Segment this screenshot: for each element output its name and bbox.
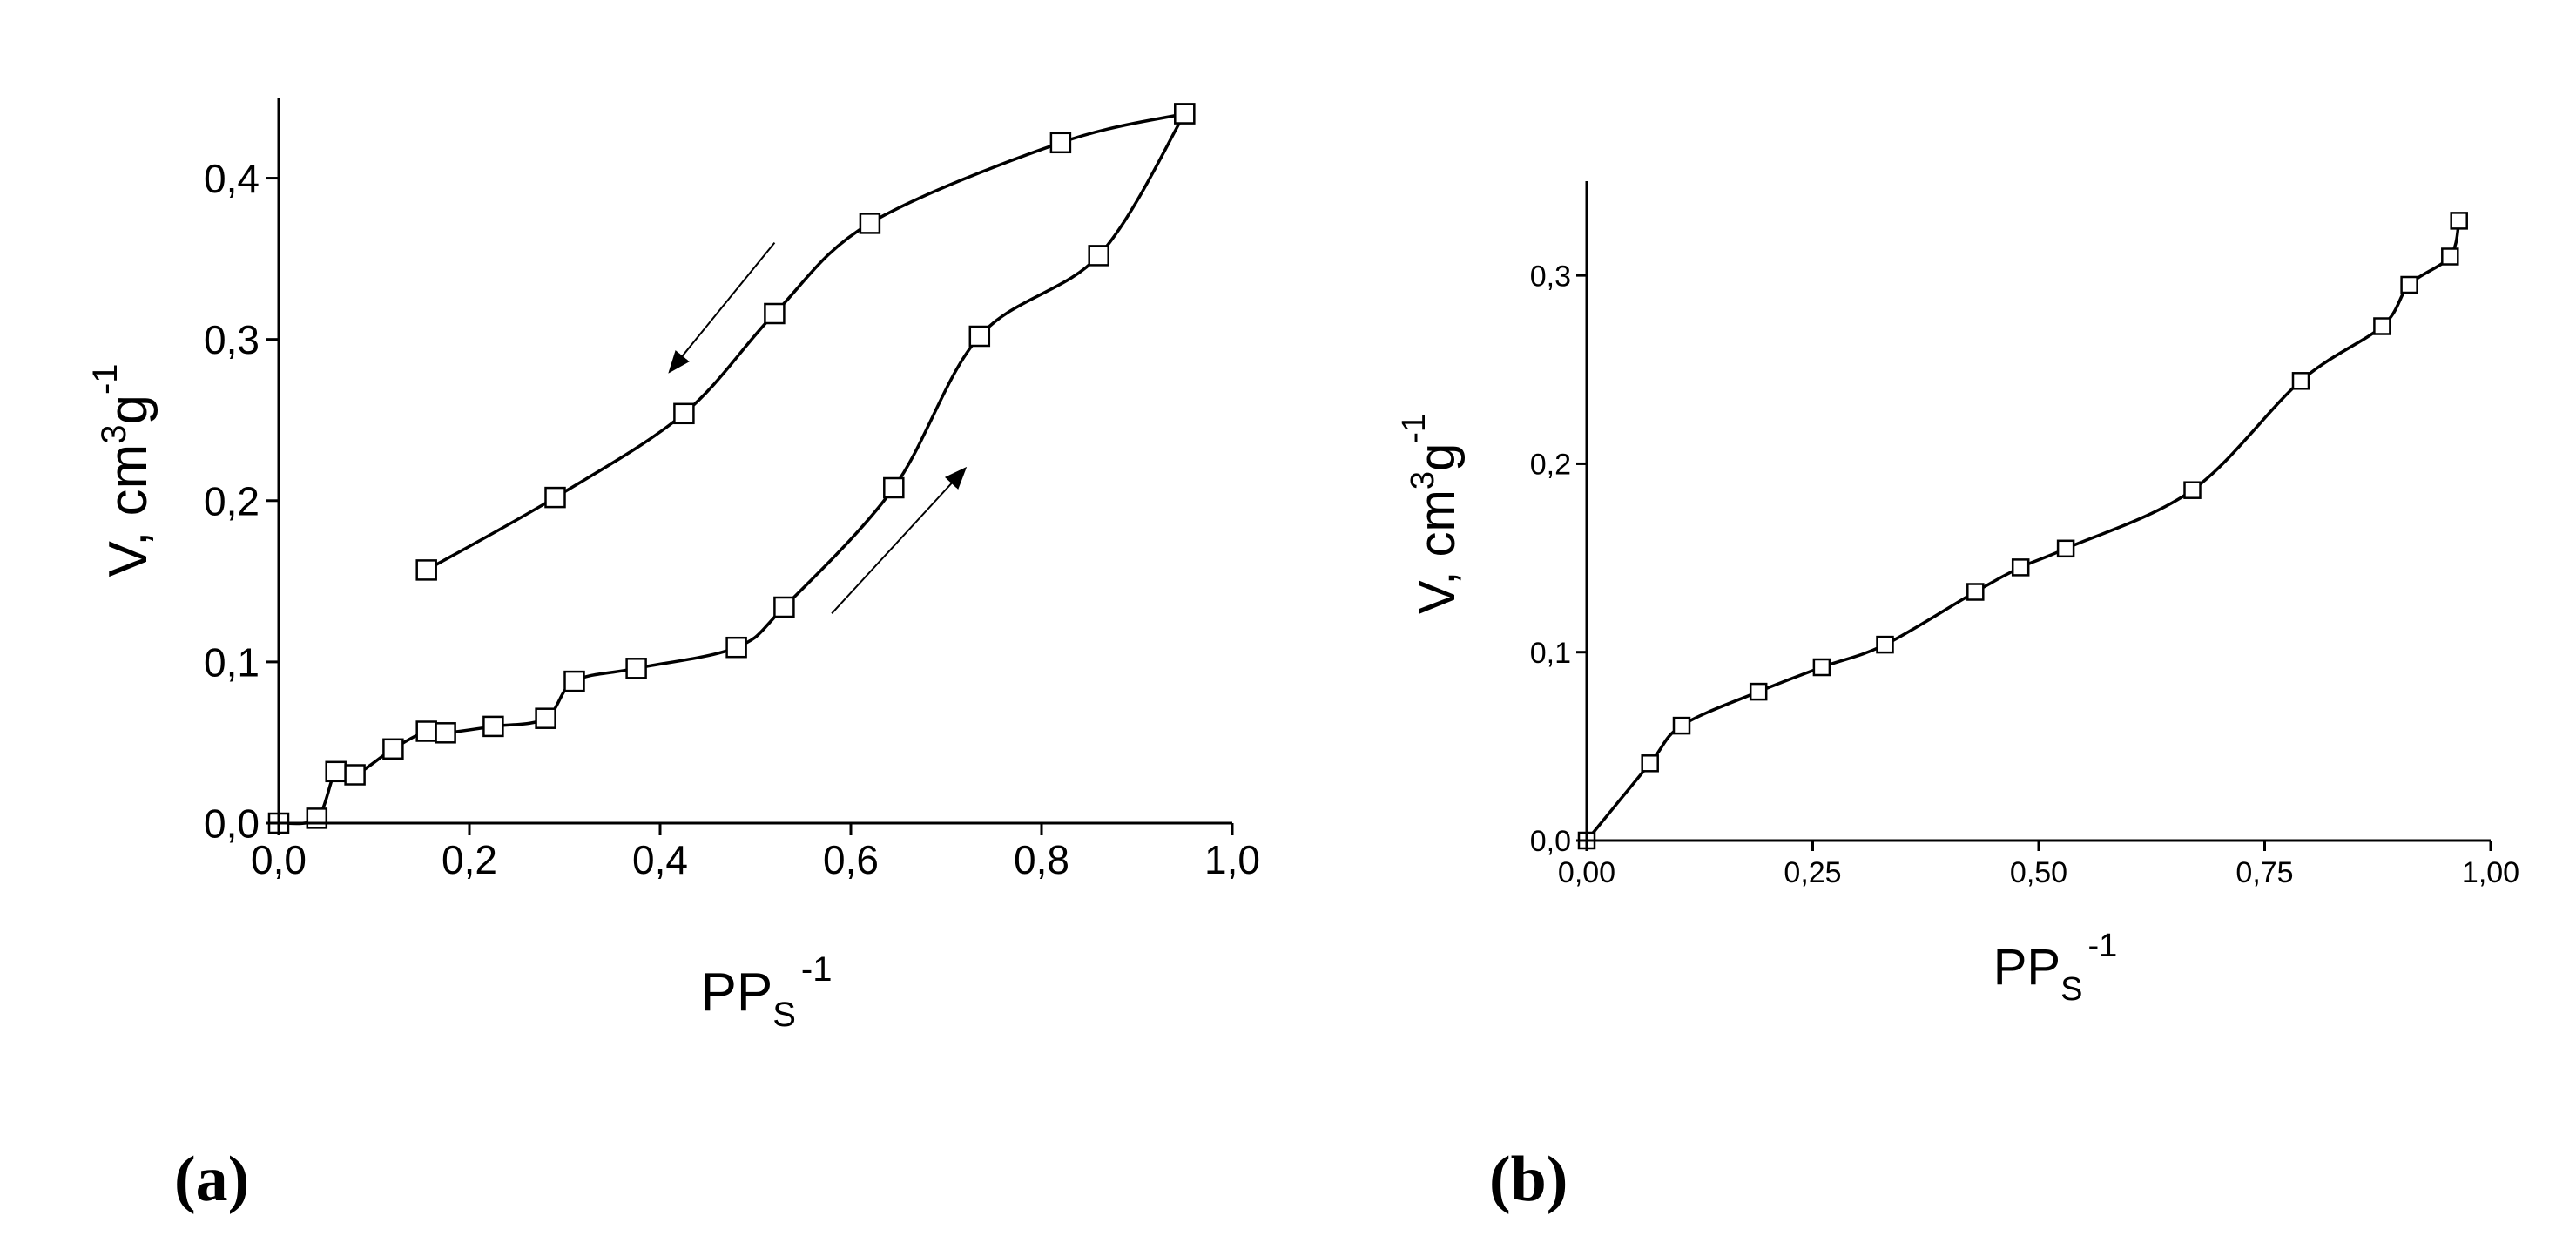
- chart-b-data-point: [1672, 716, 1691, 735]
- chart-a-arrows: [668, 241, 968, 615]
- chart-b-data-point: [2291, 372, 2310, 390]
- chart-a-data-point: [435, 722, 456, 744]
- chart-b-x-tick-label: 0,00: [1558, 856, 1615, 889]
- chart-a-x-tick-label: 0,4: [632, 837, 688, 882]
- chart-a-data-point: [764, 302, 786, 325]
- chart-a-y-axis-title-d: -1: [86, 363, 125, 395]
- chart-b-x-tick-label: 0,25: [1784, 856, 1841, 889]
- chart-a-data-point: [1088, 245, 1109, 267]
- chart-a-x-axis-title-main: PP: [701, 962, 773, 1023]
- chart-a-data-point: [968, 325, 991, 348]
- chart-b-x-axis-title: PPS-1: [1993, 928, 2118, 1008]
- chart-a-y-tick-label: 0,2: [204, 478, 260, 523]
- chart-a-axes: [277, 98, 1232, 825]
- chart-a-data-point: [773, 596, 795, 618]
- chart-a-data-point: [382, 738, 404, 760]
- chart-a-data-point: [535, 707, 556, 729]
- chart-a-x-axis-title-sup: -1: [801, 950, 833, 989]
- chart-b-y-tick-label: 0,0: [1530, 825, 1571, 858]
- chart-b-data-point: [1966, 583, 1985, 601]
- chart-b-y-axis-title-a: V, cm: [1409, 490, 1466, 614]
- chart-b-data-point: [2373, 317, 2391, 335]
- chart-a-x-ticks: 0,0 0,2 0,4 0,6 0,8 1,0: [251, 823, 1260, 882]
- chart-a-data-point: [344, 764, 366, 786]
- chart-a-data-point: [625, 658, 647, 679]
- chart-a-data-point: [725, 636, 747, 659]
- chart-b-x-tick-label: 1,00: [2462, 856, 2519, 889]
- chart-a-data-point: [325, 760, 347, 783]
- chart-b-x-axis-title-sub: S: [2060, 971, 2082, 1008]
- chart-a-y-axis-title: V, cm3g-1: [86, 363, 158, 577]
- chart-b-x-tick-label: 0,50: [2010, 856, 2067, 889]
- chart-a-data-point: [563, 670, 585, 692]
- chart-b-y-axis-title-c: g: [1409, 443, 1466, 471]
- chart-b-data-point: [2441, 247, 2459, 266]
- chart-a-direction-arrow: [831, 466, 968, 615]
- chart-a-x-tick-label: 0,2: [442, 837, 497, 882]
- chart-a-y-axis-title-b: 3: [95, 425, 133, 444]
- chart-b-y-tick-label: 0,2: [1530, 449, 1571, 482]
- chart-b-data-point: [2400, 275, 2418, 294]
- chart-a-x-tick-label: 0,0: [251, 837, 307, 882]
- chart-b-x-tick-label: 0,75: [2235, 856, 2293, 889]
- chart-a-direction-arrow: [668, 241, 776, 374]
- chart-a-y-tick-label: 0,1: [204, 639, 260, 685]
- chart-b-data-point: [1749, 682, 1768, 701]
- chart-a-markers: [267, 103, 1196, 834]
- chart-b-data-point: [1876, 635, 1894, 654]
- chart-a-data-point: [883, 476, 905, 499]
- chart-a-data-point: [482, 715, 504, 738]
- chart-a-y-tick-label: 0,4: [204, 156, 260, 201]
- chart-b: 0,00 0,25 0,50 0,75 1,00 0,00,10,20,3 PPS-1 …: [1396, 181, 2519, 1215]
- chart-a-y-tick-label: 0,0: [204, 801, 260, 847]
- chart-a-data-point: [415, 720, 437, 742]
- chart-a-y-ticks: 0,0 0,1 0,2 0,3 0,4: [204, 156, 279, 847]
- chart-b-y-tick-label: 0,1: [1530, 637, 1571, 670]
- chart-b-data-point: [1812, 658, 1831, 677]
- chart-a-y-axis-title-a: V, cm: [98, 444, 158, 577]
- chart-a-x-tick-label: 0,8: [1014, 837, 1069, 882]
- chart-a-panel-label: (a): [174, 1144, 249, 1215]
- chart-a: 0,0 0,2 0,4 0,6 0,8 1,0 0,00,10,20,30,4 PPS-1…: [86, 98, 1260, 1215]
- chart-a-data-point: [1049, 132, 1072, 154]
- chart-a-x-tick-label: 1,0: [1204, 837, 1260, 882]
- chart-a-data-point: [415, 559, 437, 581]
- chart-b-y-axis-title-d: -1: [1396, 414, 1433, 443]
- chart-a-data-point: [544, 486, 566, 509]
- chart-a-data-point: [673, 402, 695, 425]
- chart-a-data-point: [859, 213, 881, 234]
- chart-b-data-point: [2011, 558, 2030, 577]
- chart-b-panel-label: (b): [1489, 1144, 1568, 1215]
- chart-b-y-tick-label: 0,3: [1530, 260, 1571, 293]
- chart-b-data-point: [2183, 481, 2202, 499]
- chart-a-x-axis-title: PPS-1: [701, 950, 833, 1034]
- chart-a-y-tick-label: 0,3: [204, 317, 260, 362]
- chart-b-y-axis-title: V, cm3g-1: [1396, 414, 1466, 614]
- chart-a-y-axis-title-c: g: [98, 395, 158, 424]
- chart-a-data-point: [306, 807, 328, 829]
- chart-a-x-axis-title-sub: S: [772, 996, 796, 1034]
- chart-b-y-axis-title-b: 3: [1405, 471, 1441, 490]
- chart-b-x-axis-title-sup: -1: [2087, 928, 2117, 964]
- chart-b-data-point: [1641, 754, 1659, 773]
- chart-a-x-tick-label: 0,6: [823, 837, 879, 882]
- chart-b-x-axis-title-main: PP: [1993, 939, 2060, 996]
- chart-a-data-point: [1174, 103, 1196, 125]
- chart-b-data-point: [2450, 212, 2468, 230]
- chart-b-x-ticks: 0,00 0,25 0,50 0,75 1,00: [1558, 841, 2519, 889]
- chart-b-data-point: [2056, 539, 2075, 558]
- chart-b-y-ticks: 0,0 0,1 0,2 0,3: [1530, 260, 1587, 858]
